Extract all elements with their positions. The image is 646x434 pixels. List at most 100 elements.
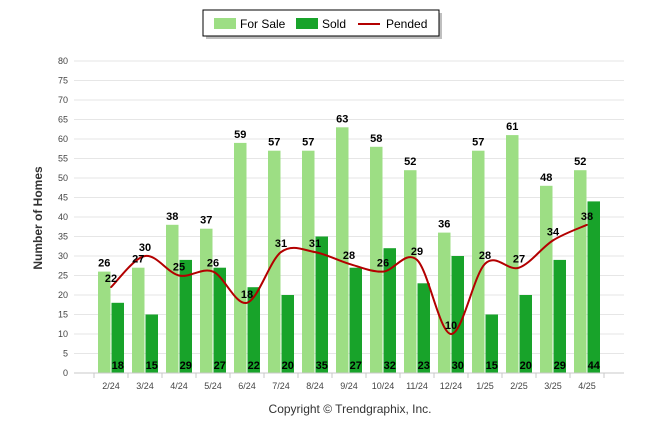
legend-swatch-for-sale <box>214 18 236 29</box>
label-pended: 18 <box>241 289 253 301</box>
bar-for-sale <box>472 150 485 373</box>
label-for-sale: 48 <box>540 172 552 184</box>
label-pended: 29 <box>411 246 423 258</box>
pended-point <box>144 255 146 257</box>
x-tick-label-10-24: 10/24 <box>372 381 395 391</box>
bar-sold <box>213 267 226 373</box>
label-sold: 23 <box>418 360 430 372</box>
bar-sold <box>519 295 532 373</box>
pended-point <box>552 239 554 242</box>
bars <box>98 127 600 373</box>
label-sold: 20 <box>282 360 294 372</box>
data-labels: 26 18 27 15 38 29 37 27 59 22 57 20 57 35 63 27 58 32 52 23… <box>98 113 601 372</box>
x-tick-label-6-24: 6/24 <box>238 381 256 391</box>
y-tick-label-35: 35 <box>58 232 68 242</box>
pended-point <box>110 286 112 289</box>
copyright-footer: Copyright © Trendgraphix, Inc. <box>269 402 432 416</box>
pended-series-line <box>110 223 588 336</box>
y-axis-title: Number of Homes <box>31 166 45 270</box>
legend-label-for-sale: For Sale <box>240 17 286 31</box>
x-tick-label-8-24: 8/24 <box>306 381 324 391</box>
bar-sold <box>451 256 464 373</box>
y-tick-label-5: 5 <box>63 349 68 359</box>
label-for-sale: 52 <box>574 156 586 168</box>
label-pended: 31 <box>309 238 321 250</box>
bar-for-sale <box>98 271 111 373</box>
y-tick-label-70: 70 <box>58 95 68 105</box>
legend: For Sale Sold Pended <box>202 9 442 39</box>
bar-for-sale <box>166 224 179 373</box>
x-tick-label-3-25: 3/25 <box>544 381 562 391</box>
label-pended: 26 <box>207 258 219 270</box>
y-tick-label-45: 45 <box>58 193 68 203</box>
pended-point <box>280 251 282 253</box>
bar-for-sale <box>200 228 213 373</box>
y-axis: 0 5 10 15 20 25 30 35 40 45 50 55 60 65 70 75 80 <box>58 56 68 378</box>
x-tick-label-4-24: 4/24 <box>170 381 188 391</box>
bar-sold <box>111 302 124 373</box>
bar-for-sale <box>574 170 587 373</box>
pended-point <box>348 263 350 265</box>
pended-point <box>246 302 248 304</box>
label-pended: 38 <box>581 211 593 223</box>
y-tick-label-0: 0 <box>63 368 68 378</box>
label-pended: 22 <box>105 273 117 285</box>
label-sold: 18 <box>112 360 124 372</box>
x-tick-label-2-24: 2/24 <box>102 381 120 391</box>
bar-for-sale <box>302 150 315 373</box>
bar-for-sale <box>506 135 519 373</box>
bar-sold <box>315 236 328 373</box>
y-tick-label-80: 80 <box>58 56 68 66</box>
label-sold: 22 <box>248 360 260 372</box>
legend-box <box>202 9 440 37</box>
x-tick-label-5-24: 5/24 <box>204 381 222 391</box>
label-for-sale: 57 <box>268 137 280 149</box>
y-tick-label-25: 25 <box>58 271 68 281</box>
bar-sold <box>383 248 396 373</box>
label-for-sale: 63 <box>336 113 348 125</box>
label-pended: 27 <box>513 254 525 266</box>
x-tick-label-7-24: 7/24 <box>272 381 290 391</box>
pended-point <box>416 259 418 261</box>
label-sold: 15 <box>146 360 158 372</box>
label-sold: 27 <box>214 360 226 372</box>
label-sold: 20 <box>520 360 532 372</box>
bar-sold <box>281 295 294 373</box>
label-pended: 31 <box>275 238 287 250</box>
pended-point <box>212 270 214 273</box>
label-for-sale: 58 <box>370 133 382 145</box>
x-tick-label-1-25: 1/25 <box>476 381 494 391</box>
label-pended: 26 <box>377 258 389 270</box>
label-sold: 44 <box>588 360 601 372</box>
label-pended: 28 <box>479 250 491 262</box>
label-pended: 28 <box>343 250 355 262</box>
y-tick-label-40: 40 <box>58 212 68 222</box>
pended-point <box>450 333 452 335</box>
label-for-sale: 27 <box>132 254 144 266</box>
y-tick-label-55: 55 <box>58 154 68 164</box>
bar-sold <box>349 267 362 373</box>
bar-sold <box>553 259 566 373</box>
bar-for-sale <box>234 142 247 373</box>
y-tick-label-65: 65 <box>58 115 68 125</box>
pended-point <box>314 251 316 253</box>
bar-for-sale <box>132 267 145 373</box>
pended-point <box>518 266 520 269</box>
label-sold: 32 <box>384 360 396 372</box>
bar-for-sale <box>540 185 553 373</box>
y-tick-label-75: 75 <box>58 76 68 86</box>
x-axis: 2/24 3/24 4/24 5/24 6/24 7/24 8/24 9/24 10/24 11/… <box>74 372 624 391</box>
label-for-sale: 57 <box>472 137 484 149</box>
label-pended: 34 <box>547 226 560 238</box>
pended-point <box>382 270 384 273</box>
bar-sold <box>417 283 430 373</box>
legend-label-pended: Pended <box>386 17 427 31</box>
bar-sold <box>587 201 600 373</box>
x-tick-label-2-25: 2/25 <box>510 381 528 391</box>
bar-for-sale <box>404 170 417 373</box>
label-pended: 30 <box>139 242 151 254</box>
label-for-sale: 26 <box>98 258 110 270</box>
pended-line <box>110 223 588 336</box>
